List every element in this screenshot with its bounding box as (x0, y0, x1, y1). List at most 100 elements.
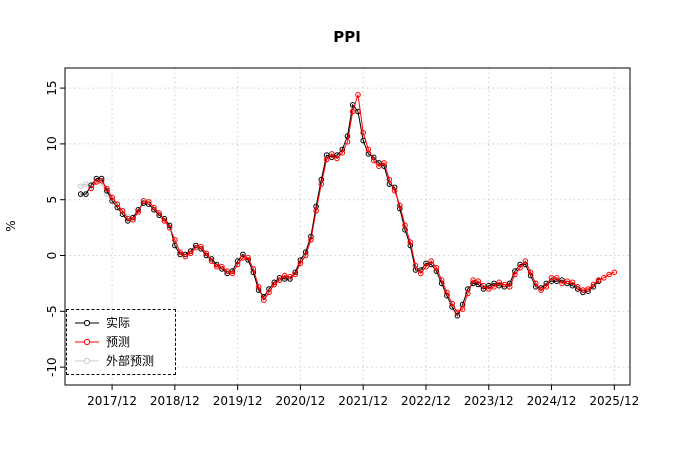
x-tick-label: 2025/12 (589, 394, 639, 408)
data-point-marker (360, 129, 367, 136)
data-point-marker (166, 224, 173, 231)
data-point-marker (611, 269, 618, 276)
data-point-marker (313, 208, 319, 214)
data-point-marker (465, 290, 471, 297)
legend-line-marker (75, 319, 99, 327)
data-point-marker (240, 254, 246, 261)
legend-label: 外部预测 (106, 354, 155, 368)
data-point-marker (386, 176, 393, 183)
data-point-marker (329, 151, 335, 157)
data-point-marker (198, 243, 204, 250)
data-point-marker (77, 191, 84, 197)
data-point-marker (193, 244, 199, 251)
data-point-marker (376, 160, 382, 166)
data-point-marker (344, 138, 351, 145)
data-point-marker (569, 279, 576, 286)
data-point-marker (93, 175, 100, 182)
data-point-marker (349, 108, 356, 115)
data-point-marker (334, 155, 340, 162)
data-point-marker (281, 272, 288, 279)
data-point-marker (109, 194, 115, 201)
gridlines (65, 68, 630, 385)
data-point-marker (459, 306, 466, 312)
data-point-marker (470, 277, 476, 283)
data-point-marker (486, 282, 492, 289)
data-point-marker (245, 254, 251, 261)
data-point-marker (318, 181, 325, 187)
data-point-marker (501, 281, 508, 288)
data-point-marker (240, 251, 246, 258)
data-point-marker (480, 282, 487, 289)
data-point-marker (527, 269, 534, 276)
y-axis-label: % (4, 220, 18, 231)
axes: 2017/12 2018/12 2019/12 2020/12 2021/12 2022/… (45, 67, 639, 408)
data-point-marker (187, 250, 194, 257)
data-point-marker (266, 289, 272, 296)
x-tick-label: 2020/12 (275, 394, 325, 408)
data-point-marker (83, 181, 89, 187)
chart-title: PPI (333, 28, 361, 46)
data-point-marker (224, 268, 230, 274)
data-point-marker (496, 282, 503, 289)
data-point-marker (538, 287, 544, 293)
data-point-marker (219, 263, 225, 270)
series-1 (88, 92, 618, 316)
data-point-marker (287, 273, 293, 280)
data-point-marker (580, 287, 586, 293)
data-point-marker (554, 278, 560, 285)
data-point-marker (151, 204, 157, 211)
legend-marker (83, 357, 91, 365)
data-point-marker (475, 281, 482, 288)
data-point-marker (276, 277, 283, 283)
data-point-marker (119, 208, 126, 214)
x-tick-label: 2021/12 (338, 394, 388, 408)
data-point-marker (428, 258, 435, 264)
data-point-marker (156, 210, 162, 216)
x-tick-label: 2018/12 (150, 394, 200, 408)
data-point-marker (308, 237, 314, 243)
legend-marker (83, 319, 91, 327)
data-point-marker (114, 201, 121, 207)
data-point-marker (517, 265, 523, 271)
data-point-marker (292, 271, 299, 278)
data-point-marker (454, 313, 461, 319)
legend: 实际预测外部预测 (66, 309, 176, 375)
data-point-marker (250, 266, 257, 272)
data-point-marker (438, 277, 445, 283)
plot-box (64, 67, 631, 386)
data-point-marker (585, 286, 591, 292)
data-point-marker (407, 239, 414, 245)
data-point-marker (234, 261, 241, 268)
data-point-marker (370, 157, 377, 164)
data-point-marker (271, 281, 278, 288)
data-point-marker (339, 150, 346, 156)
data-point-marker (444, 289, 450, 296)
data-point-marker (423, 260, 429, 267)
legend-item-1: 预测 (74, 334, 168, 350)
data-point-marker (475, 278, 482, 285)
legend-item-0: 实际 (74, 315, 168, 331)
x-tick-label: 2019/12 (213, 394, 263, 408)
data-point-marker (376, 163, 382, 169)
x-tick-label: 2022/12 (401, 394, 451, 408)
data-point-marker (391, 188, 398, 194)
data-point-marker (569, 282, 576, 289)
data-point-marker (548, 275, 555, 281)
y-tick-label: 10 (45, 136, 59, 151)
data-point-marker (554, 275, 560, 281)
data-point-marker (423, 263, 429, 270)
legend-label: 实际 (106, 316, 131, 330)
data-point-marker (140, 198, 147, 204)
data-point-marker (88, 185, 94, 192)
data-point-marker (135, 209, 141, 215)
y-tick-label: 0 (45, 252, 59, 260)
y-tick-label: 15 (45, 80, 59, 95)
data-point-marker (334, 152, 340, 158)
data-point-marker (93, 179, 100, 185)
data-point-marker (229, 270, 236, 277)
data-point-marker (130, 217, 136, 223)
data-point-marker (402, 222, 408, 229)
data-point-marker (480, 286, 487, 292)
series-line (90, 94, 615, 314)
